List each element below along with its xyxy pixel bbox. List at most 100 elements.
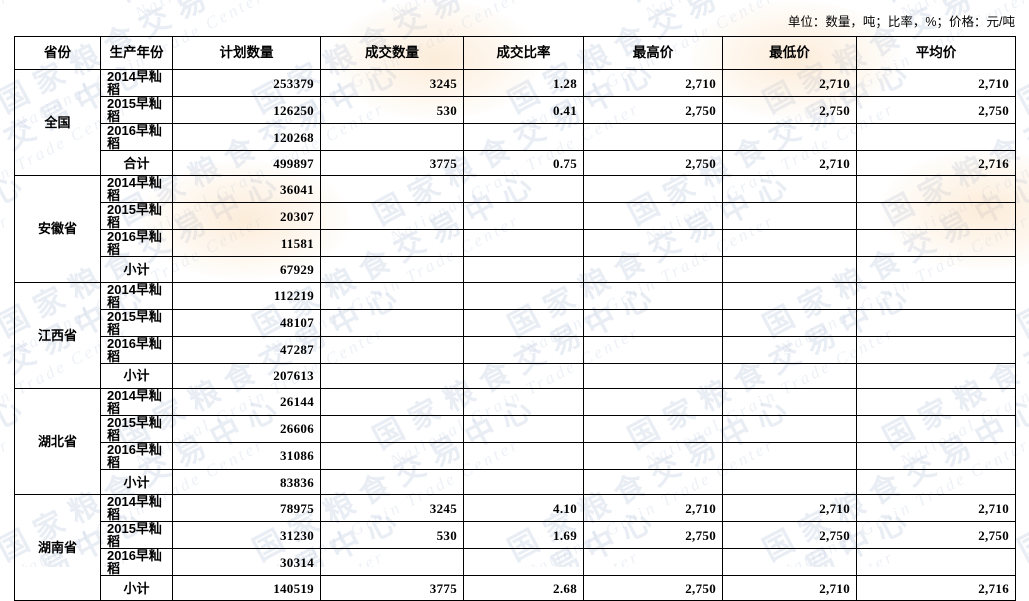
deal-rate-cell <box>463 362 584 389</box>
deal-rate-cell <box>463 387 584 416</box>
deal-qty-cell <box>320 123 464 151</box>
avg-price-cell <box>856 229 1016 258</box>
col-header-high-price: 最高价 <box>583 36 723 70</box>
crop-year-cell: 2014早籼稻 <box>100 281 173 310</box>
low-price-cell <box>722 468 857 496</box>
province-cell: 全国 <box>14 68 101 177</box>
deal-rate-cell <box>463 229 584 258</box>
deal-qty-cell: 3245 <box>320 494 464 523</box>
plan-qty-cell: 31230 <box>172 521 321 550</box>
avg-price-cell <box>856 441 1016 470</box>
avg-price-cell <box>856 202 1016 231</box>
plan-qty-cell: 26144 <box>172 387 321 416</box>
avg-price-cell: 2,716 <box>856 575 1016 601</box>
province-cell: 江西省 <box>14 281 101 389</box>
plan-qty-cell: 83836 <box>172 468 321 496</box>
high-price-cell <box>583 441 723 470</box>
high-price-cell: 2,750 <box>583 521 723 550</box>
high-price-cell: 2,750 <box>583 575 723 601</box>
high-price-cell <box>583 308 723 337</box>
crop-year-cell: 2016早籼稻 <box>100 229 173 258</box>
col-header-crop-year: 生产年份 <box>100 36 173 70</box>
low-price-cell <box>722 123 857 151</box>
deal-qty-cell <box>320 362 464 389</box>
high-price-cell <box>583 256 723 283</box>
deal-qty-cell <box>320 202 464 231</box>
high-price-cell <box>583 335 723 364</box>
low-price-cell <box>722 281 857 310</box>
plan-qty-cell: 120268 <box>172 123 321 151</box>
low-price-cell: 2,710 <box>722 494 857 523</box>
table-row: 2015早籼稻 31230 530 1.69 2,750 2,750 2,750 <box>15 521 1016 550</box>
crop-year-cell: 2015早籼稻 <box>100 414 173 443</box>
deal-qty-cell <box>320 229 464 258</box>
table-body: 全国 2014早籼稻 253379 3245 1.28 2,710 2,710 2,710 20… <box>14 68 1016 601</box>
deal-qty-cell: 530 <box>320 96 464 124</box>
avg-price-cell <box>856 175 1016 204</box>
avg-price-cell: 2,710 <box>856 69 1016 97</box>
low-price-cell <box>722 441 857 470</box>
high-price-cell: 2,750 <box>583 149 723 177</box>
low-price-cell <box>722 387 857 416</box>
deal-qty-cell <box>320 468 464 496</box>
deal-rate-cell <box>463 414 584 443</box>
high-price-cell <box>583 548 723 577</box>
low-price-cell <box>722 256 857 283</box>
avg-price-cell <box>856 281 1016 310</box>
subtotal-label-cell: 小计 <box>100 468 173 496</box>
col-header-plan-qty: 计划数量 <box>172 36 321 70</box>
subtotal-label-cell: 小计 <box>100 362 173 389</box>
low-price-cell <box>722 175 857 204</box>
low-price-cell: 2,710 <box>722 575 857 601</box>
low-price-cell: 2,710 <box>722 149 857 177</box>
province-cell: 湖北省 <box>14 387 101 496</box>
crop-year-cell: 2016早籼稻 <box>100 123 173 151</box>
deal-qty-cell <box>320 308 464 337</box>
crop-year-cell: 2016早籼稻 <box>100 548 173 577</box>
avg-price-cell <box>856 308 1016 337</box>
crop-year-cell: 2015早籼稻 <box>100 308 173 337</box>
table-row: 合计 499897 3775 0.75 2,750 2,710 2,716 <box>15 149 1016 177</box>
province-cell: 湖南省 <box>14 494 101 601</box>
avg-price-cell <box>856 362 1016 389</box>
crop-year-cell: 2015早籼稻 <box>100 96 173 124</box>
deal-qty-cell: 530 <box>320 521 464 550</box>
header-row: 省份 生产年份 计划数量 成交数量 成交比率 最高价 最低价 平均价 <box>14 36 1016 70</box>
table-row: 2015早籼稻 26606 <box>15 414 1016 443</box>
plan-qty-cell: 47287 <box>172 335 321 364</box>
crop-year-cell: 2016早籼稻 <box>100 335 173 364</box>
crop-year-cell: 2014早籼稻 <box>100 387 173 416</box>
high-price-cell <box>583 362 723 389</box>
table-header: 省份 生产年份 计划数量 成交数量 成交比率 最高价 最低价 平均价 <box>14 36 1016 70</box>
table-row: 小计 83836 <box>15 468 1016 496</box>
col-header-avg-price: 平均价 <box>856 36 1016 70</box>
low-price-cell <box>722 202 857 231</box>
deal-rate-cell <box>463 256 584 283</box>
high-price-cell: 2,710 <box>583 69 723 97</box>
crop-year-cell: 2016早籼稻 <box>100 441 173 470</box>
crop-year-cell: 2014早籼稻 <box>100 69 173 97</box>
deal-rate-cell: 0.41 <box>463 96 584 124</box>
deal-qty-cell <box>320 256 464 283</box>
table-row: 2016早籼稻 47287 <box>15 335 1016 364</box>
col-header-deal-rate: 成交比率 <box>463 36 584 70</box>
crop-year-cell: 2015早籼稻 <box>100 202 173 231</box>
plan-qty-cell: 11581 <box>172 229 321 258</box>
low-price-cell <box>722 308 857 337</box>
plan-qty-cell: 30314 <box>172 548 321 577</box>
plan-qty-cell: 126250 <box>172 96 321 124</box>
high-price-cell <box>583 202 723 231</box>
deal-qty-cell: 3775 <box>320 575 464 601</box>
deal-qty-cell <box>320 548 464 577</box>
deal-rate-cell <box>463 468 584 496</box>
high-price-cell: 2,710 <box>583 494 723 523</box>
col-header-low-price: 最低价 <box>722 36 857 70</box>
table-row: 江西省 2014早籼稻 112219 <box>14 281 1016 389</box>
deal-rate-cell: 0.75 <box>463 149 584 177</box>
deal-rate-cell <box>463 548 584 577</box>
deal-qty-cell <box>320 387 464 416</box>
unit-note: 单位：数量，吨；比率，%；价格：元/吨 <box>787 15 1015 29</box>
table-row: 2016早籼稻 120268 <box>15 123 1016 151</box>
avg-price-cell <box>856 256 1016 283</box>
col-header-deal-qty: 成交数量 <box>320 36 464 70</box>
